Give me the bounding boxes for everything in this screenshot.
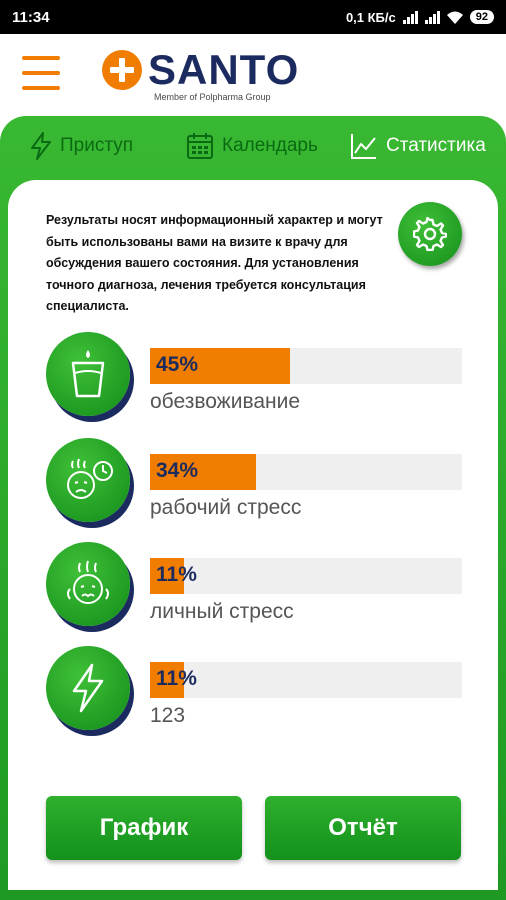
signal-icon (402, 10, 418, 24)
progress-bar: 11% (150, 662, 462, 698)
stat-label: 123 (150, 704, 186, 727)
stat-label: обезвоживание (150, 390, 301, 413)
work-stress-icon (46, 438, 130, 522)
progress-bar: 45% (150, 348, 462, 384)
logo-text: SANTO (148, 46, 300, 93)
tab-calendar[interactable]: Календарь (186, 132, 318, 160)
progress-bar: 34% (150, 454, 462, 490)
santo-logo: SANTO Member of Polpharma Group (102, 46, 302, 106)
progress-bar: 11% (150, 558, 462, 594)
percent-label: 11% (156, 667, 197, 690)
stat-label: личный стресс (150, 600, 294, 623)
menu-icon[interactable] (22, 56, 60, 90)
signal-2-icon (424, 10, 440, 24)
tab-statistics-label: Статистика (386, 135, 486, 156)
app-header: SANTO Member of Polpharma Group (0, 34, 506, 116)
water-glass-icon (46, 332, 130, 416)
settings-button[interactable] (398, 202, 462, 266)
lightning-icon (31, 132, 51, 160)
percent-label: 11% (156, 563, 197, 586)
logo-cross-icon (102, 50, 142, 90)
stat-row-work-stress: 34% рабочий стресс (46, 438, 466, 533)
battery-icon: 92 (469, 10, 494, 24)
tab-attack-label: Приступ (60, 135, 134, 156)
wifi-icon (446, 11, 463, 24)
tab-statistics[interactable]: Статистика (350, 132, 486, 160)
disclaimer-text: Результаты носят информационный характер… (46, 213, 383, 313)
chart-button[interactable]: График (46, 796, 242, 860)
lightning-icon (46, 646, 130, 730)
status-indicators: 0,1 КБ/с 92 (346, 10, 494, 25)
tab-calendar-label: Календарь (222, 135, 318, 156)
stat-row-personal-stress: 11% личный стресс (46, 542, 466, 637)
progress-fill (150, 454, 257, 490)
chart-line-icon (351, 134, 376, 159)
stat-row-other: 11% 123 (46, 646, 466, 741)
status-bar: 11:34 0,1 КБ/с 92 (0, 0, 506, 34)
progress-fill (150, 348, 291, 384)
tab-attack[interactable]: Приступ (30, 132, 133, 160)
statistics-card (8, 180, 498, 890)
personal-stress-icon (46, 542, 130, 626)
progress-fill (150, 558, 185, 594)
net-speed: 0,1 КБ/с (345, 9, 396, 25)
status-time: 11:34 (12, 8, 50, 26)
tab-bar: Приступ Календарь Статистика (0, 116, 506, 178)
report-button[interactable]: Отчёт (265, 796, 461, 860)
calendar-icon (187, 133, 213, 159)
logo-subtitle: Member of Polpharma Group (154, 92, 271, 102)
progress-fill (150, 662, 185, 698)
percent-label: 45% (156, 353, 199, 376)
stat-label: рабочий стресс (150, 496, 302, 519)
stat-row-dehydration: 45% обезвоживание (46, 332, 466, 427)
percent-label: 34% (156, 459, 199, 482)
gear-icon (413, 217, 447, 251)
